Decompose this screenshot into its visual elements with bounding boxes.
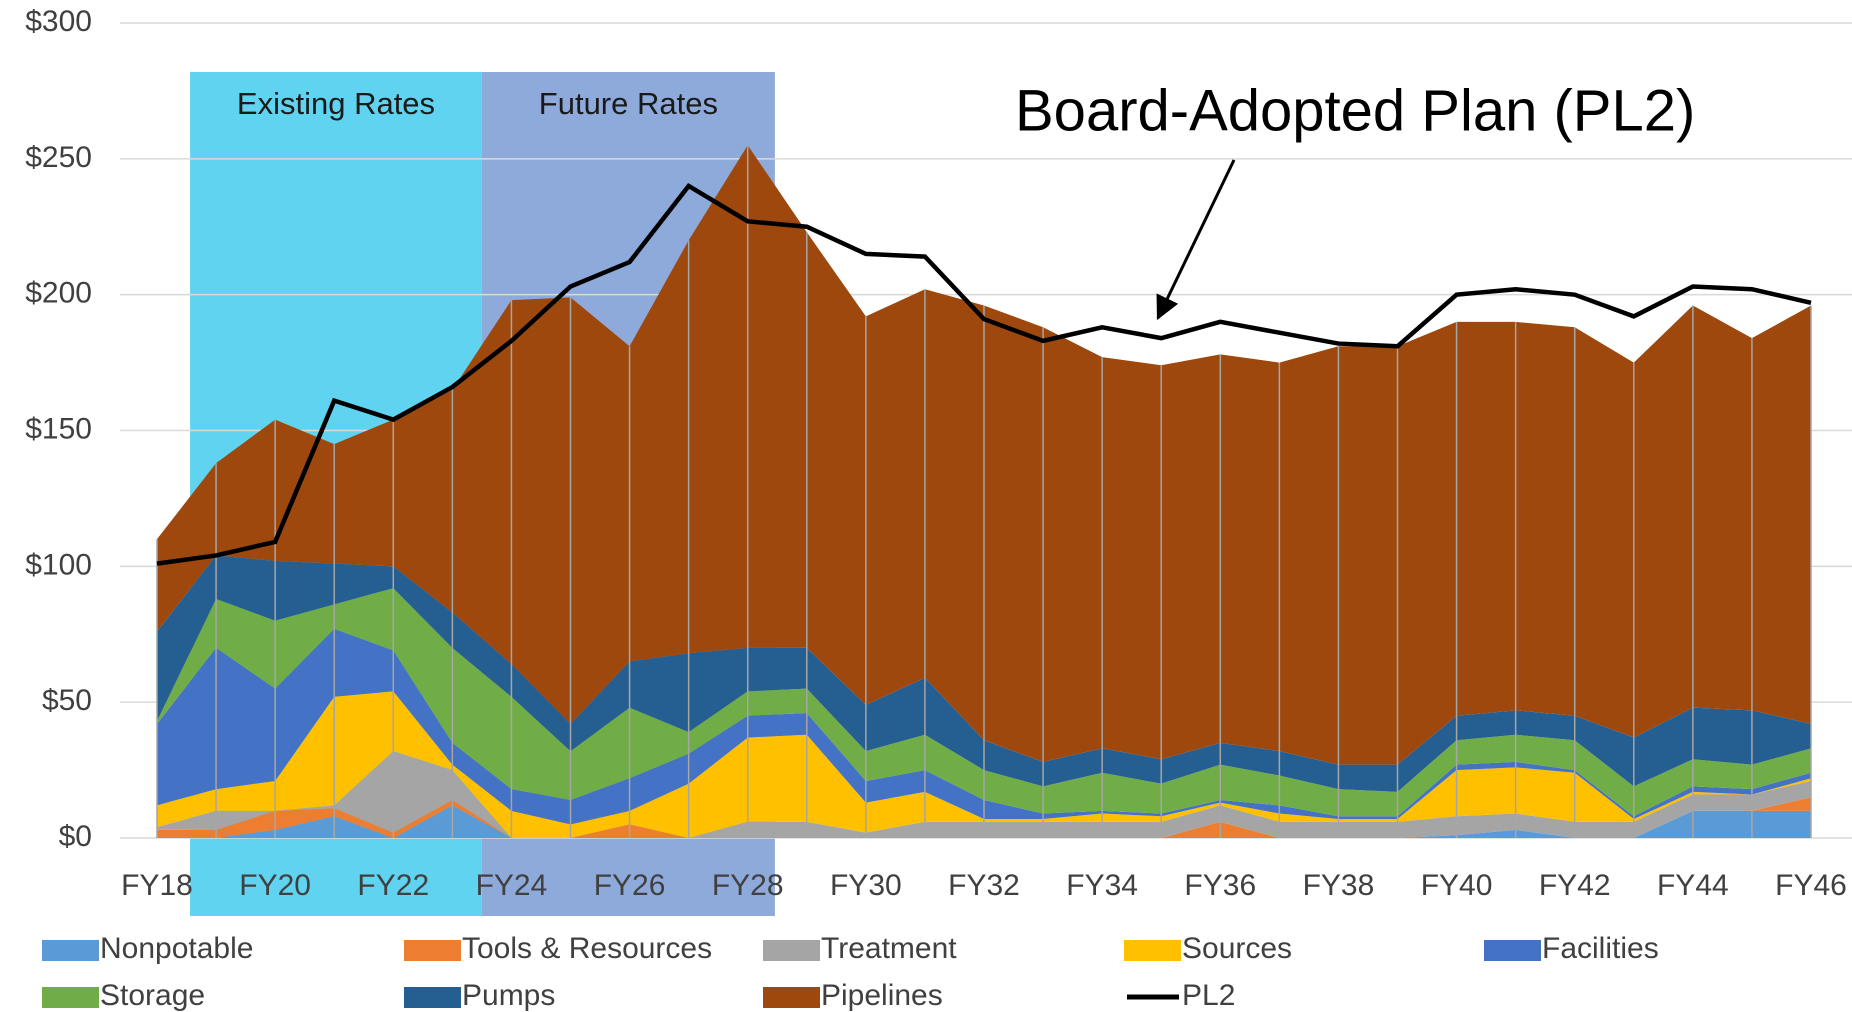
legend-swatch (763, 987, 820, 1008)
band-label: Existing Rates (237, 86, 435, 121)
legend-label: Nonpotable (100, 932, 253, 965)
annotation-arrow (1156, 159, 1236, 321)
x-tick-label: FY44 (1657, 869, 1729, 902)
x-tick-label: FY28 (712, 869, 784, 902)
x-tick-label: FY38 (1303, 869, 1375, 902)
y-tick-label: $200 (25, 277, 92, 310)
x-tick-label: FY32 (948, 869, 1020, 902)
x-tick-label: FY36 (1184, 869, 1256, 902)
x-tick-label: FY18 (121, 869, 193, 902)
band-label: Future Rates (539, 86, 718, 121)
legend-label: Storage (100, 979, 205, 1012)
legend-label: Tools & Resources (462, 932, 712, 965)
y-tick-label: $250 (25, 141, 92, 174)
y-tick-label: $300 (25, 5, 92, 38)
legend-swatch (42, 987, 99, 1008)
legend-swatch (404, 987, 461, 1008)
x-tick-label: FY42 (1539, 869, 1611, 902)
annotation: Board-Adopted Plan (PL2) (1015, 78, 1695, 143)
x-tick-label: FY30 (830, 869, 902, 902)
legend-label: Sources (1182, 932, 1292, 965)
x-tick-label: FY24 (476, 869, 548, 902)
x-tick-label: FY34 (1066, 869, 1138, 902)
y-tick-label: $150 (25, 412, 92, 445)
x-tick-label: FY20 (239, 869, 311, 902)
legend-swatch (763, 940, 820, 961)
area (157, 628, 1811, 825)
legend-label: Treatment (821, 932, 957, 965)
legend-swatch (404, 940, 461, 961)
y-tick-label: $100 (25, 548, 92, 581)
legend-label: Pumps (462, 979, 555, 1012)
legend-label: Facilities (1542, 932, 1659, 965)
area (157, 751, 1811, 838)
legend-label: Pipelines (821, 979, 943, 1012)
x-tick-label: FY26 (594, 869, 666, 902)
x-tick-label: FY46 (1775, 869, 1847, 902)
x-tick-label: FY22 (357, 869, 429, 902)
x-tick-label: FY40 (1421, 869, 1493, 902)
legend-label: PL2 (1182, 979, 1235, 1012)
y-tick-label: $0 (59, 820, 92, 853)
legend-swatch (42, 940, 99, 961)
y-tick-label: $50 (42, 684, 92, 717)
line (156, 183, 1812, 566)
area (157, 805, 1811, 838)
legend-swatch (1484, 940, 1541, 961)
legend-swatch (1124, 940, 1181, 961)
